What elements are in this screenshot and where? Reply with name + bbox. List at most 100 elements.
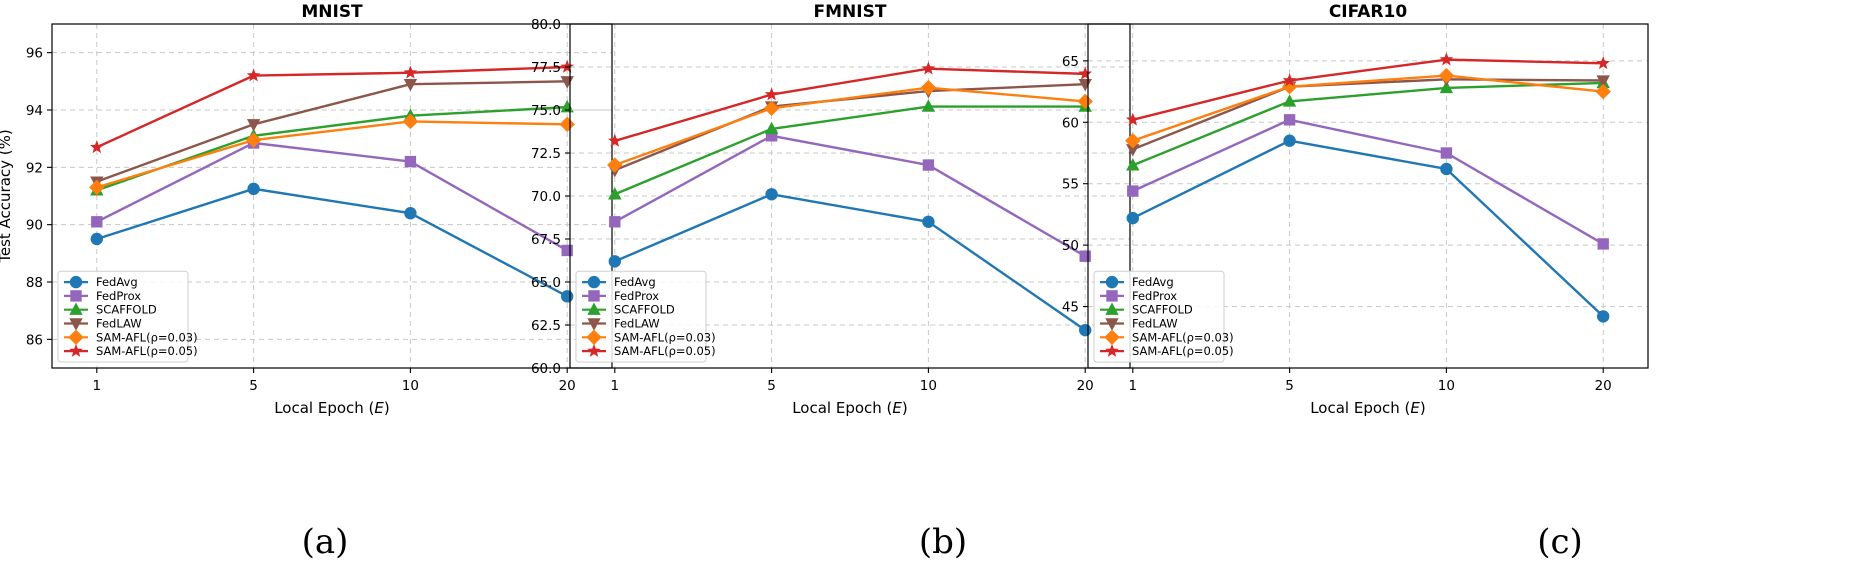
series-line-fedlaw: [1132, 78, 1604, 151]
x-tick-label: 5: [767, 378, 776, 394]
chart-title: CIFAR10: [1329, 2, 1408, 22]
chart-title: FMNIST: [814, 2, 887, 22]
data-point-sam-afl-0-03-10: [920, 79, 937, 96]
legend-label-sam-afl-0-05: SAM-AFL(ρ=0.05): [1132, 344, 1234, 358]
legend-marker-fedavg: [1105, 275, 1119, 289]
series-line-scaffold: [96, 105, 568, 192]
y-tick-label: 65: [1062, 54, 1079, 70]
legend-label-sam-afl-0-05: SAM-AFL(ρ=0.05): [614, 344, 716, 358]
y-axis-label: Test Accuracy (%): [0, 129, 14, 264]
series-fedlaw: [1126, 74, 1610, 157]
data-point-fedavg-10: [404, 207, 417, 220]
data-point-fedavg-5: [765, 188, 778, 201]
series-line-sam-afl-0-05: [96, 65, 568, 149]
legend-marker-fedprox: [70, 290, 82, 302]
data-point-fedavg-5: [1283, 134, 1296, 147]
legend-marker-sam-afl-0-03: [586, 329, 602, 345]
series-line-scaffold: [1132, 81, 1604, 167]
data-point-sam-afl-0-05-5: [1282, 73, 1297, 87]
series-line-sam-afl-0-03: [614, 86, 1086, 167]
y-tick-label: 45: [1062, 300, 1079, 316]
series-sam-afl-0-03: [607, 79, 1093, 173]
data-point-fedprox-5: [1283, 114, 1296, 126]
data-point-fedavg-20: [1079, 323, 1092, 337]
legend-marker-sam-afl-0-03: [68, 329, 84, 345]
legend-marker-scaffold: [69, 302, 83, 315]
legend-label-fedprox: FedProx: [1132, 289, 1177, 303]
legend-label-sam-afl-0-03: SAM-AFL(ρ=0.03): [96, 330, 198, 344]
x-axis-label: Local Epoch (E): [274, 399, 390, 417]
data-point-sam-afl-0-05-1: [607, 133, 622, 147]
data-point-fedavg-20: [1597, 310, 1610, 323]
panel-caption-a: (a): [301, 522, 349, 562]
legend-marker-scaffold: [1105, 302, 1119, 315]
series-fedprox: [1127, 114, 1609, 250]
series-line-sam-afl-0-05: [614, 67, 1086, 143]
data-point-sam-afl-0-05-1: [1125, 112, 1140, 126]
y-tick-label: 92: [26, 160, 43, 176]
legend-label-fedprox: FedProx: [614, 289, 659, 303]
data-point-scaffold-1: [1126, 158, 1140, 171]
y-tick-label: 77.5: [531, 60, 561, 76]
legend-marker-fedlaw: [1105, 318, 1119, 331]
data-point-sam-afl-0-03-5: [763, 100, 780, 116]
plot-frame: [1087, 23, 1649, 369]
legend-label-fedlaw: FedLAW: [614, 317, 660, 331]
legend-label-scaffold: SCAFFOLD: [96, 303, 157, 317]
data-point-sam-afl-0-03-20: [559, 116, 575, 133]
y-tick-label: 90: [26, 218, 43, 234]
legend-marker-fedavg: [587, 275, 601, 289]
data-point-fedavg-1: [1126, 211, 1140, 225]
data-point-fedprox-20: [1079, 250, 1091, 262]
data-point-fedprox-5: [765, 130, 778, 142]
data-point-scaffold-10: [1439, 80, 1454, 94]
series-sam-afl-0-03: [1125, 67, 1611, 149]
y-tick-label: 60: [1062, 115, 1079, 131]
legend-label-fedavg: FedAvg: [614, 275, 656, 289]
x-axis-label: Local Epoch (E): [1310, 399, 1426, 417]
legend-box: [57, 270, 189, 363]
series-sam-afl-0-05: [607, 61, 1093, 147]
data-point-fedprox-20: [561, 244, 573, 257]
x-tick-label: 5: [249, 378, 258, 394]
data-point-fedprox-1: [609, 216, 621, 228]
series-line-sam-afl-0-03: [96, 120, 568, 189]
data-point-sam-afl-0-05-20: [1596, 56, 1611, 70]
data-point-fedprox-20: [1597, 238, 1609, 250]
series-scaffold: [1126, 75, 1610, 171]
x-tick-label: 1: [93, 378, 102, 394]
x-tick-label: 1: [611, 378, 620, 394]
legend-label-fedlaw: FedLAW: [1132, 317, 1178, 331]
y-tick-label: 60.0: [531, 361, 561, 377]
data-point-sam-afl-0-03-1: [1125, 133, 1141, 149]
data-point-sam-afl-0-05-20: [560, 59, 575, 73]
chart-title: MNIST: [301, 2, 363, 22]
y-tick-label: 80.0: [531, 17, 561, 33]
panel-caption-c: (c): [1537, 522, 1583, 562]
data-point-scaffold-10: [921, 99, 936, 112]
y-tick-label: 72.5: [531, 146, 561, 162]
data-point-sam-afl-0-03-5: [1281, 78, 1298, 95]
data-point-sam-afl-0-03-20: [1595, 83, 1611, 100]
y-tick-label: 94: [26, 103, 43, 119]
data-point-sam-afl-0-03-1: [607, 157, 623, 173]
legend-marker-fedlaw: [69, 318, 83, 331]
y-tick-label: 55: [1062, 177, 1079, 193]
series-scaffold: [90, 99, 574, 196]
y-tick-label: 62.5: [531, 318, 561, 334]
data-point-fedavg-5: [247, 182, 260, 196]
legend-label-fedprox: FedProx: [96, 289, 141, 303]
x-tick-label: 20: [559, 378, 576, 394]
legend: FedAvgFedProxSCAFFOLDFedLAWSAM-AFL(ρ=0.0…: [1093, 270, 1234, 363]
data-point-fedlaw-5: [246, 119, 261, 132]
series-sam-afl-0-05: [1125, 52, 1611, 126]
y-tick-label: 67.5: [531, 232, 561, 248]
series-sam-afl-0-05: [89, 59, 575, 154]
series-sam-afl-0-03: [89, 113, 575, 196]
y-tick-label: 50: [1062, 238, 1079, 254]
series-line-fedlaw: [96, 80, 568, 183]
series-line-fedprox: [96, 141, 568, 252]
y-tick-label: 96: [26, 46, 43, 62]
data-point-sam-afl-0-05-1: [89, 140, 104, 154]
y-tick-label: 86: [26, 332, 43, 348]
